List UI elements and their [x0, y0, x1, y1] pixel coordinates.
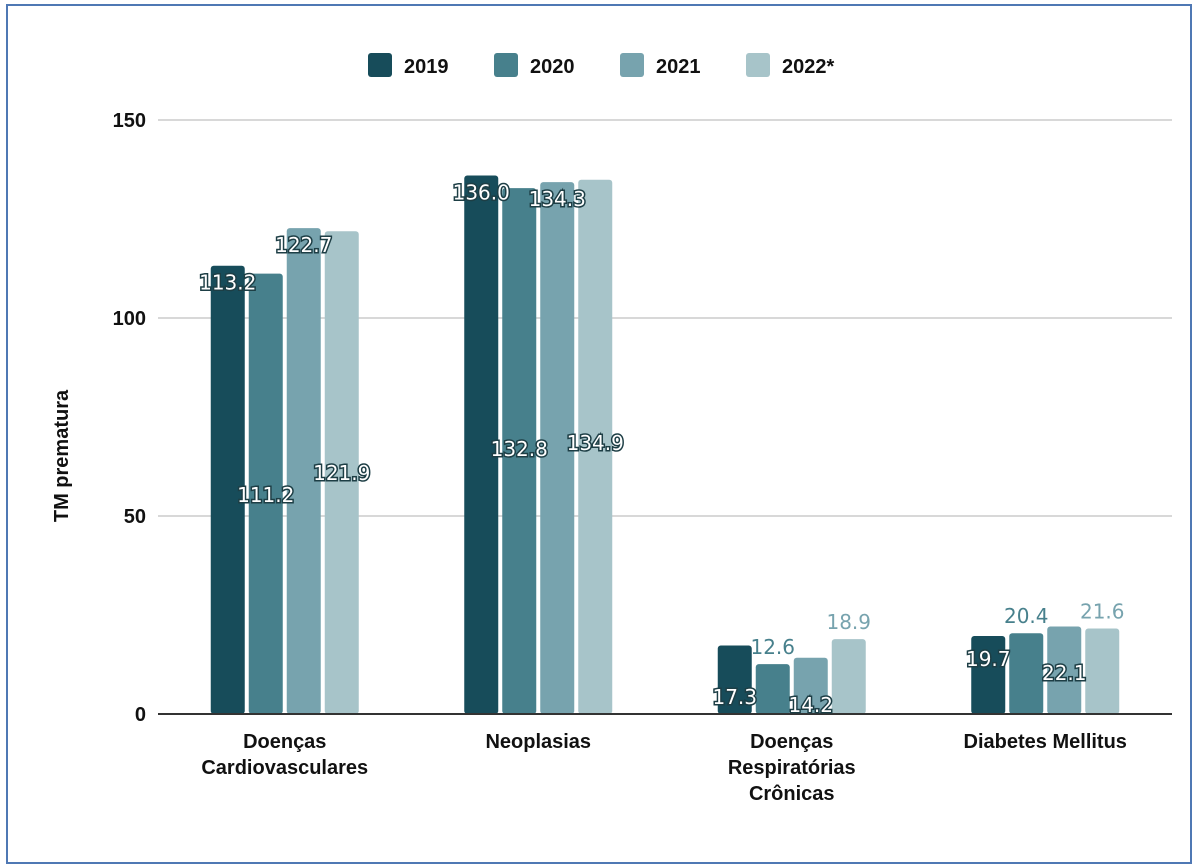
- y-tick-label: 0: [135, 704, 146, 726]
- bar-chart: 0 50 100 150 Doenças Cardiovasculares Neoplas…: [51, 53, 1172, 805]
- data-label: 17.3: [712, 685, 757, 709]
- bar-2021-0: [286, 228, 321, 714]
- bar-2020-2: [755, 664, 790, 714]
- y-tick-label: 50: [124, 506, 146, 528]
- legend-swatch: [368, 53, 392, 77]
- bar-2022-1: [578, 179, 613, 714]
- legend-swatch: [746, 53, 770, 77]
- legend-label: 2020: [530, 56, 575, 78]
- bar-2022-3: [1085, 628, 1120, 714]
- data-label: 19.7: [966, 647, 1011, 671]
- bar-2019-2: [717, 645, 752, 714]
- data-label: 134.9: [567, 431, 624, 455]
- data-label: 21.6: [1080, 599, 1125, 623]
- legend-label: 2022*: [782, 56, 834, 78]
- bar-2020-0: [248, 273, 283, 714]
- data-label: 121.9: [313, 461, 370, 485]
- category-label: Doenças: [243, 731, 326, 753]
- bars: [210, 175, 1120, 714]
- category-label: Cardiovasculares: [201, 757, 368, 779]
- data-label: 134.3: [529, 187, 586, 211]
- legend-swatch: [620, 53, 644, 77]
- bar-2019-0: [210, 265, 245, 714]
- bar-2019-1: [464, 175, 499, 714]
- data-label: 113.2: [199, 271, 256, 295]
- bar-2020-3: [1009, 633, 1044, 714]
- legend: 2019 2020 2021 2022*: [368, 53, 834, 78]
- category-label: Neoplasias: [485, 731, 591, 753]
- y-axis-label: TM prematura: [51, 389, 73, 522]
- data-label: 111.2: [237, 483, 294, 507]
- y-tick-label: 100: [113, 308, 146, 330]
- bar-2019-3: [971, 635, 1006, 714]
- category-label: Doenças: [750, 731, 833, 753]
- data-label: 122.7: [275, 233, 332, 257]
- bar-2022-2: [831, 639, 866, 714]
- data-label: 12.6: [750, 635, 795, 659]
- bar-2020-1: [502, 188, 537, 714]
- legend-label: 2019: [404, 56, 449, 78]
- category-label: Respiratórias: [728, 757, 856, 779]
- legend-swatch: [494, 53, 518, 77]
- bar-2022-0: [324, 231, 359, 714]
- category-label: Diabetes Mellitus: [964, 731, 1127, 753]
- category-label: Crônicas: [749, 783, 835, 805]
- bar-2021-2: [793, 657, 828, 714]
- legend-label: 2021: [656, 56, 701, 78]
- data-label: 20.4: [1004, 604, 1049, 628]
- category-labels: Doenças Cardiovasculares Neoplasias Doenças…: [201, 731, 1127, 805]
- y-axis-ticks: 0 50 100 150: [113, 110, 146, 726]
- data-labels: 113.2 111.2 122.7 121.9 136.0 132.8 134.3 134.9…: [198, 179, 1125, 719]
- data-label: 136.0: [453, 180, 510, 204]
- data-label: 18.9: [826, 610, 871, 634]
- bar-2021-1: [540, 182, 575, 714]
- data-label: 14.2: [788, 693, 833, 717]
- bar-2021-3: [1047, 626, 1082, 714]
- data-label: 132.8: [491, 437, 548, 461]
- data-label: 22.1: [1042, 661, 1087, 685]
- y-tick-label: 150: [113, 110, 146, 132]
